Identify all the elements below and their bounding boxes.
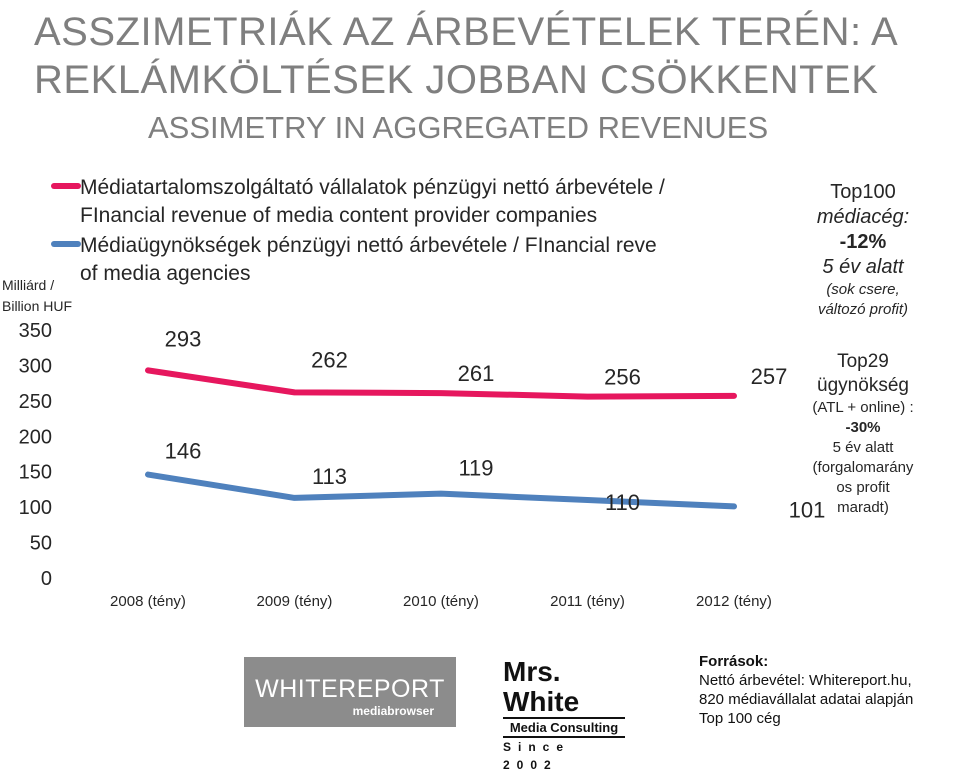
note-top29-line: os profit (780, 478, 946, 498)
whitereport-logo-text: WHITEREPORT (244, 675, 456, 704)
y-tick-label: 50 (30, 533, 52, 555)
sources-block: Források: Nettó árbevétel: Whitereport.h… (699, 652, 913, 728)
x-tick-label: 2008 (tény) (110, 593, 186, 610)
whitereport-logo-subtext: mediabrowser (244, 704, 456, 718)
note-top29-line: 5 év alatt (780, 438, 946, 458)
data-label: 119 (458, 456, 493, 481)
legend-entry: of media agencies (80, 262, 250, 285)
x-tick-label: 2010 (tény) (403, 593, 479, 610)
note-top29-line: -30% (780, 418, 946, 438)
y-tick-label: 350 (19, 320, 52, 342)
y-tick-label: 250 (19, 391, 52, 413)
data-label: 256 (604, 365, 641, 390)
mrswhite-logo-text: Mrs. White (503, 657, 625, 717)
legend-entry: Médiaügynökségek pénzügyi nettó árbevéte… (80, 234, 657, 257)
note-top29-line: (forgalomarány (780, 458, 946, 478)
data-label: 110 (605, 490, 640, 515)
note-top100-line: (sok csere, (780, 280, 946, 300)
data-label: 261 (458, 361, 495, 386)
data-label: 146 (165, 439, 202, 464)
y-unit-label: Milliárd / (2, 277, 54, 293)
note-top100-line: változó profit) (780, 300, 946, 320)
note-top100-line: médiacég: (780, 205, 946, 230)
series-line (148, 370, 734, 396)
y-unit-label: Billion HUF (2, 298, 72, 314)
y-tick-label: 150 (19, 462, 52, 484)
mrswhite-logo-subtext: Media Consulting (503, 717, 625, 738)
sources-line: Nettó árbevétel: Whitereport.hu, (699, 671, 913, 690)
data-label: 262 (311, 347, 348, 372)
note-top29-line: ügynökség (780, 374, 946, 398)
series-line (148, 475, 734, 507)
y-tick-label: 300 (19, 355, 52, 377)
data-label: 293 (165, 326, 202, 351)
note-top100: Top100 médiacég: -12% 5 év alatt (sok cs… (780, 180, 946, 320)
note-top29: Top29 ügynökség (ATL + online) : -30% 5 … (780, 350, 946, 518)
whitereport-logo: WHITEREPORT mediabrowser (244, 657, 456, 727)
legend-entry: FInancial revenue of media content provi… (80, 204, 597, 227)
note-top100-line: Top100 (780, 180, 946, 205)
note-top29-line: maradt) (780, 498, 946, 518)
note-top100-line: 5 év alatt (780, 255, 946, 280)
note-top29-line: Top29 (780, 350, 946, 374)
sources-line: 820 médiavállalat adatai alapján (699, 690, 913, 709)
note-top29-line: (ATL + online) : (780, 398, 946, 418)
y-tick-label: 200 (19, 426, 52, 448)
x-tick-label: 2011 (tény) (550, 593, 625, 610)
x-tick-label: 2009 (tény) (257, 593, 333, 610)
mrswhite-logo: Mrs. White Media Consulting Since 2002 (503, 657, 625, 727)
mrswhite-logo-since: Since 2002 (503, 738, 625, 774)
legend-entry: Médiatartalomszolgáltató vállalatok pénz… (80, 176, 665, 199)
sources-line: Top 100 cég (699, 709, 913, 728)
y-tick-label: 0 (41, 568, 52, 590)
sources-heading: Források: (699, 652, 913, 671)
x-tick-label: 2012 (tény) (696, 593, 772, 610)
data-label: 113 (312, 464, 347, 489)
y-tick-label: 100 (19, 497, 52, 519)
note-top100-line: -12% (780, 230, 946, 255)
